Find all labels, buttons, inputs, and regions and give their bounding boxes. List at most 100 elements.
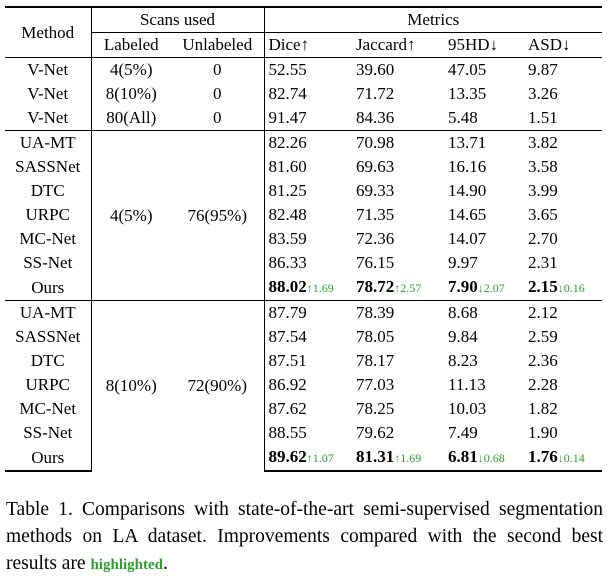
- table-row: V-Net 8(10%) 0 82.74 71.72 13.35 3.26: [5, 82, 602, 106]
- 95hd-cell: 47.05: [444, 57, 525, 82]
- method-cell: V-Net: [5, 82, 92, 106]
- method-cell: SS-Net: [5, 421, 92, 445]
- dice-cell: 91.47: [268, 108, 307, 127]
- header-dice: Dice↑: [264, 32, 353, 58]
- header-95hd: 95HD↓: [444, 32, 525, 58]
- improvement-delta: ↑1.69: [394, 451, 422, 465]
- method-cell: DTC: [5, 179, 92, 203]
- header-jaccard: Jaccard↑: [352, 32, 445, 58]
- unlabeled-cell: 76(95%): [171, 130, 265, 301]
- dice-cell: 89.62↑1.07: [264, 445, 353, 472]
- jaccard-cell: 79.62: [356, 423, 395, 442]
- method-cell: Ours: [5, 445, 92, 472]
- dice-cell: 88.55: [268, 423, 307, 442]
- best-value: 89.62: [268, 447, 307, 466]
- asd-cell: 3.26: [528, 84, 558, 103]
- table-row-ours: Ours 88.02↑1.69 78.72↑2.57 7.90↓2.07 2.15↓0.…: [5, 275, 602, 301]
- dice-cell: 82.74: [268, 84, 307, 103]
- jaccard-cell: 72.36: [356, 229, 395, 248]
- table-row: SASSNet 81.60 69.63 16.16 3.58: [5, 155, 602, 179]
- jaccard-cell: 76.15: [356, 253, 395, 272]
- dice-cell: 87.79: [264, 300, 353, 325]
- header-asd: ASD↓: [524, 32, 603, 58]
- dice-cell: 52.55: [264, 57, 353, 82]
- header-method: Method: [5, 6, 92, 58]
- table-row: MC-Net 83.59 72.36 14.07 2.70: [5, 227, 602, 251]
- asd-cell: 2.59: [528, 327, 558, 346]
- method-cell: SS-Net: [5, 251, 92, 275]
- jaccard-cell: 78.39: [352, 300, 445, 325]
- unlabeled-cell: 72(90%): [171, 300, 265, 471]
- improvement-delta: ↓0.14: [557, 451, 585, 465]
- 95hd-cell: 14.65: [448, 205, 487, 224]
- 95hd-cell: 14.90: [448, 181, 487, 200]
- best-value: 6.81: [448, 447, 478, 466]
- dice-cell: 87.62: [268, 399, 307, 418]
- comparison-table: Method Scans used Metrics Labeled Unlabe…: [5, 6, 603, 472]
- table-row: URPC 82.48 71.35 14.65 3.65: [5, 203, 602, 227]
- caption-highlight: highlighted: [90, 557, 163, 573]
- method-cell: V-Net: [5, 57, 92, 82]
- dice-cell: 86.33: [268, 253, 307, 272]
- asd-cell: 2.28: [528, 375, 558, 394]
- dice-cell: 87.51: [268, 351, 307, 370]
- method-cell: SASSNet: [5, 325, 92, 349]
- jaccard-cell: 69.33: [356, 181, 395, 200]
- labeled-cell: 4(5%): [91, 130, 171, 301]
- table-row: SS-Net 88.55 79.62 7.49 1.90: [5, 421, 602, 445]
- 95hd-cell: 7.90↓2.07: [444, 275, 524, 301]
- table-row: V-Net 80(All) 0 91.47 84.36 5.48 1.51: [5, 106, 602, 131]
- method-cell: UA-MT: [5, 130, 92, 155]
- method-cell: MC-Net: [5, 397, 92, 421]
- table-row: URPC 86.92 77.03 11.13 2.28: [5, 373, 602, 397]
- 95hd-cell: 9.84: [448, 327, 478, 346]
- asd-cell: 2.70: [528, 229, 558, 248]
- jaccard-cell: 69.63: [356, 157, 395, 176]
- asd-cell: 2.15↓0.16: [524, 275, 602, 301]
- 95hd-cell: 6.81↓0.68: [444, 445, 525, 472]
- dice-cell: 87.54: [268, 327, 307, 346]
- improvement-delta: ↓0.68: [477, 451, 505, 465]
- 95hd-cell: 14.07: [448, 229, 487, 248]
- best-value: 81.31: [356, 447, 395, 466]
- asd-cell: 2.36: [528, 351, 558, 370]
- method-cell: DTC: [5, 349, 92, 373]
- method-cell: URPC: [5, 203, 92, 227]
- table-row-ours: Ours 89.62↑1.07 81.31↑1.69 6.81↓0.68 1.76↓0.…: [5, 445, 603, 472]
- asd-cell: 2.31: [528, 253, 558, 272]
- labeled-cell: 80(All): [106, 108, 157, 127]
- method-cell: Ours: [5, 275, 92, 301]
- 95hd-cell: 13.71: [444, 130, 525, 155]
- header-unlabeled: Unlabeled: [171, 32, 265, 58]
- improvement-delta: ↑1.69: [306, 281, 334, 295]
- asd-cell: 1.76↓0.14: [524, 445, 603, 472]
- caption-end: .: [163, 553, 168, 574]
- dice-cell: 81.60: [268, 157, 307, 176]
- asd-cell: 1.82: [528, 399, 558, 418]
- improvement-delta: ↑1.07: [306, 451, 334, 465]
- jaccard-cell: 78.05: [356, 327, 395, 346]
- best-value: 78.72: [356, 277, 395, 296]
- table-row: UA-MT 8(10%) 72(90%) 87.79 78.39 8.68 2.12: [5, 300, 603, 471]
- table-row: V-Net 4(5%) 0 52.55 39.60 47.05 9.87: [5, 57, 603, 82]
- dice-cell: 82.48: [268, 205, 307, 224]
- jaccard-cell: 78.25: [356, 399, 395, 418]
- jaccard-cell: 71.72: [356, 84, 395, 103]
- asd-cell: 1.90: [528, 423, 558, 442]
- unlabeled-cell: 0: [171, 106, 265, 131]
- header-scans-used: Scans used: [91, 6, 265, 33]
- 95hd-cell: 8.68: [444, 300, 525, 325]
- jaccard-cell: 81.31↑1.69: [352, 445, 445, 472]
- jaccard-cell: 78.72↑2.57: [352, 275, 444, 301]
- jaccard-cell: 78.17: [356, 351, 395, 370]
- table-row: UA-MT 4(5%) 76(95%) 82.26 70.98 13.71 3.82: [5, 130, 603, 301]
- header-metrics: Metrics: [264, 6, 603, 33]
- asd-cell: 2.12: [524, 300, 603, 325]
- asd-cell: 9.87: [524, 57, 603, 82]
- asd-cell: 3.65: [528, 205, 558, 224]
- jaccard-cell: 71.35: [356, 205, 395, 224]
- 95hd-cell: 8.23: [448, 351, 478, 370]
- 95hd-cell: 11.13: [448, 375, 486, 394]
- table-row: MC-Net 87.62 78.25 10.03 1.82: [5, 397, 602, 421]
- 95hd-cell: 13.35: [448, 84, 487, 103]
